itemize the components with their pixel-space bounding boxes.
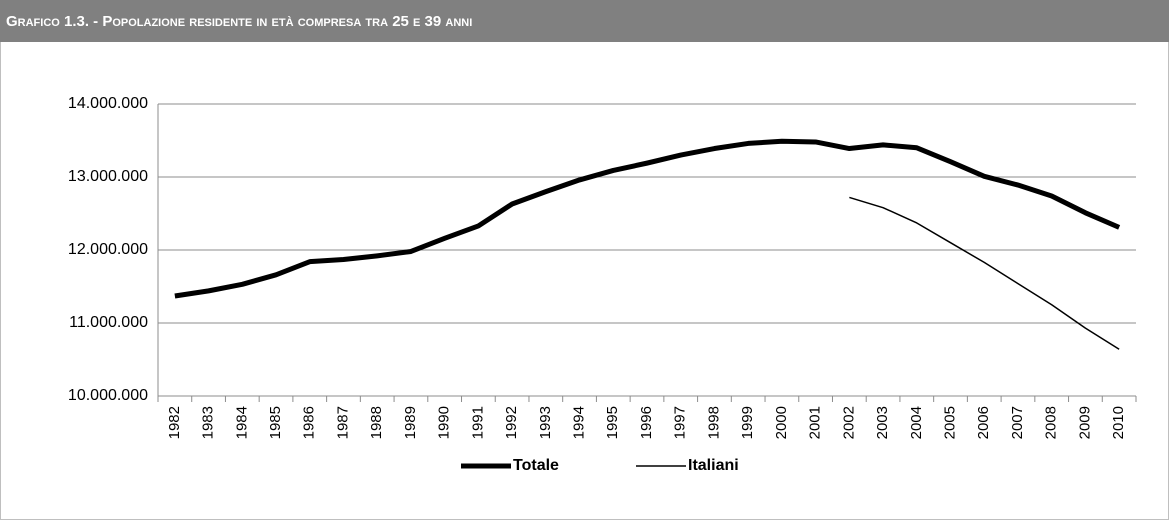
x-tick-label: 1988 — [368, 406, 385, 439]
y-tick-label: 11.000.000 — [69, 314, 148, 331]
x-tick-label: 2007 — [1009, 406, 1026, 439]
line-series — [174, 138, 1121, 299]
x-tick-label: 2003 — [874, 406, 891, 439]
y-tick-label: 14.000.000 — [68, 95, 148, 112]
x-tick-label: 1999 — [739, 406, 756, 439]
x-tick-label: 1987 — [334, 406, 351, 439]
x-tick-label: 2010 — [1110, 406, 1127, 439]
y-tick-label: 12.000.000 — [68, 241, 148, 258]
x-tick-label: 1989 — [402, 406, 419, 439]
x-tick-label: 1996 — [638, 406, 655, 439]
x-tick-label: 2004 — [908, 406, 925, 439]
legend-label: Italiani — [688, 457, 739, 474]
y-tick-label: 13.000.000 — [68, 168, 148, 185]
chart-title: Grafico 1.3. - Popolazione residente in … — [6, 13, 472, 30]
x-tick-label: 1982 — [166, 406, 183, 439]
x-tick-label: 1986 — [301, 406, 318, 439]
x-tick-label: 1983 — [200, 406, 217, 439]
x-tick-label: 2001 — [807, 406, 824, 439]
x-tick-label: 1991 — [469, 406, 486, 439]
x-tick-label: 2006 — [975, 406, 992, 439]
x-tick-label: 2009 — [1076, 406, 1093, 439]
x-tick-label: 2002 — [840, 406, 857, 439]
x-tick-label: 1990 — [436, 406, 453, 439]
x-tick-label: 2000 — [773, 406, 790, 439]
line-series — [849, 196, 1120, 350]
x-tick-label: 1994 — [571, 406, 588, 439]
x-tick-label: 2008 — [1043, 406, 1060, 439]
x-tick-label: 1993 — [537, 406, 554, 439]
x-tick-label: 1998 — [705, 406, 722, 439]
x-tick-label: 1995 — [604, 406, 621, 439]
legend-label: Totale — [513, 457, 559, 474]
x-tick-label: 1984 — [233, 406, 250, 439]
header-bar — [0, 0, 1169, 42]
x-tick-label: 2005 — [941, 406, 958, 439]
x-tick-label: 1985 — [267, 406, 284, 439]
y-tick-label: 10.000.000 — [68, 387, 148, 404]
x-tick-label: 1992 — [503, 406, 520, 439]
x-tick-label: 1997 — [672, 406, 689, 439]
